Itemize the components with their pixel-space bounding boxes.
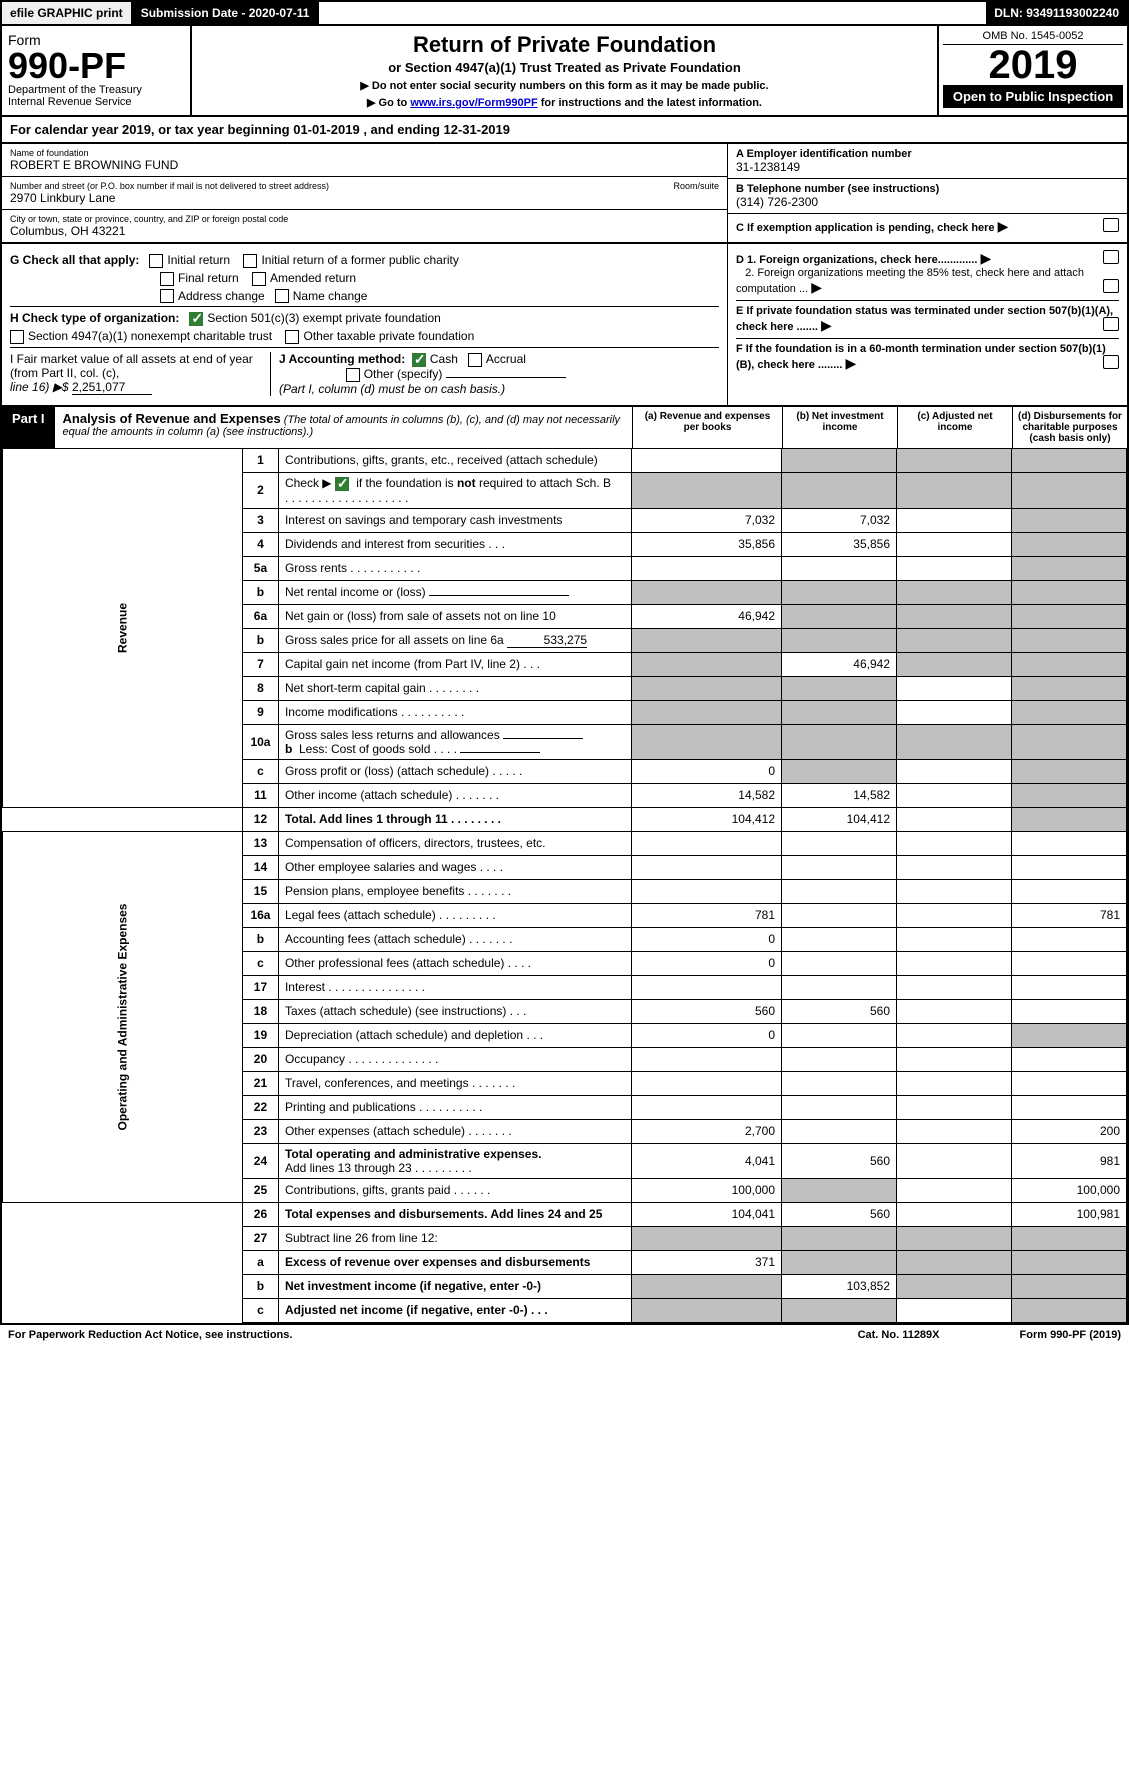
part1-tag: Part I: [2, 407, 55, 448]
part1-table: Revenue 1 Contributions, gifts, grants, …: [2, 448, 1127, 1323]
dept-treasury: Department of the Treasury: [8, 84, 184, 96]
other-method-checkbox[interactable]: [346, 368, 360, 382]
form-number: 990-PF: [8, 48, 184, 84]
col-d-header: (d) Disbursements for charitable purpose…: [1012, 407, 1127, 448]
final-return-checkbox[interactable]: [160, 272, 174, 286]
city-label: City or town, state or province, country…: [10, 214, 719, 224]
col-b-header: (b) Net investment income: [782, 407, 897, 448]
part1: Part I Analysis of Revenue and Expenses …: [0, 407, 1129, 1325]
calendar-year-line: For calendar year 2019, or tax year begi…: [0, 117, 1129, 144]
form-footer: Form 990-PF (2019): [1020, 1329, 1121, 1341]
foundation-name: ROBERT E BROWNING FUND: [10, 158, 719, 172]
paperwork-notice: For Paperwork Reduction Act Notice, see …: [8, 1329, 292, 1341]
exemption-pending-label: C If exemption application is pending, c…: [736, 222, 995, 234]
cash-checkbox[interactable]: [412, 353, 426, 367]
irs-link[interactable]: www.irs.gov/Form990PF: [410, 97, 537, 109]
fmv-label: I Fair market value of all assets at end…: [10, 352, 253, 380]
header-left: Form 990-PF Department of the Treasury I…: [2, 26, 192, 115]
page-footer: For Paperwork Reduction Act Notice, see …: [0, 1325, 1129, 1345]
schB-checkbox[interactable]: [335, 477, 349, 491]
efile-print-button[interactable]: efile GRAPHIC print: [2, 2, 133, 24]
501c3-checkbox[interactable]: [189, 312, 203, 326]
form-title: Return of Private Foundation: [198, 32, 931, 58]
phone-value: (314) 726-2300: [736, 195, 1119, 209]
507b1b-checkbox[interactable]: [1103, 355, 1119, 369]
addr-label: Number and street (or P.O. box number if…: [10, 181, 719, 191]
cash-basis-note: (Part I, column (d) must be on cash basi…: [279, 382, 505, 396]
507b1a-checkbox[interactable]: [1103, 317, 1119, 331]
4947a1-checkbox[interactable]: [10, 330, 24, 344]
col-c-header: (c) Adjusted net income: [897, 407, 1012, 448]
opex-section-label: Operating and Administrative Expenses: [3, 831, 243, 1202]
form-subtitle: or Section 4947(a)(1) Trust Treated as P…: [198, 60, 931, 75]
other-taxable-checkbox[interactable]: [285, 330, 299, 344]
fmv-value: 2,251,077: [72, 380, 152, 395]
irs-label: Internal Revenue Service: [8, 96, 184, 108]
header-center: Return of Private Foundation or Section …: [192, 26, 937, 115]
entity-info: Name of foundation ROBERT E BROWNING FUN…: [0, 144, 1129, 244]
header-right: OMB No. 1545-0052 2019 Open to Public In…: [937, 26, 1127, 115]
initial-return-checkbox[interactable]: [149, 254, 163, 268]
revenue-section-label: Revenue: [3, 448, 243, 807]
form-header: Form 990-PF Department of the Treasury I…: [0, 26, 1129, 117]
room-suite-label: Room/suite: [673, 181, 719, 191]
ein-label: A Employer identification number: [736, 148, 912, 160]
phone-label: B Telephone number (see instructions): [736, 183, 939, 195]
dln-number: DLN: 93491193002240: [986, 2, 1127, 24]
foundation-city: Columbus, OH 43221: [10, 224, 719, 238]
tax-year: 2019: [943, 45, 1123, 85]
foreign-org-checkbox[interactable]: [1103, 250, 1119, 264]
name-label: Name of foundation: [10, 148, 719, 158]
top-bar: efile GRAPHIC print Submission Date - 20…: [0, 0, 1129, 26]
ein-value: 31-1238149: [736, 160, 1119, 174]
g-row: G Check all that apply: Initial return I…: [10, 253, 719, 268]
address-change-checkbox[interactable]: [160, 289, 174, 303]
part1-title: Analysis of Revenue and Expenses: [63, 411, 281, 426]
col-a-header: (a) Revenue and expenses per books: [632, 407, 782, 448]
initial-former-checkbox[interactable]: [243, 254, 257, 268]
goto-note: ▶ Go to www.irs.gov/Form990PF for instru…: [198, 96, 931, 109]
submission-date: Submission Date - 2020-07-11: [133, 2, 320, 24]
foundation-address: 2970 Linkbury Lane: [10, 191, 719, 205]
checks-section: G Check all that apply: Initial return I…: [0, 244, 1129, 407]
cat-no: Cat. No. 11289X: [858, 1329, 940, 1341]
ssn-warning: ▶ Do not enter social security numbers o…: [198, 79, 931, 92]
open-public-badge: Open to Public Inspection: [943, 85, 1123, 108]
exemption-checkbox[interactable]: [1103, 218, 1119, 232]
foreign-85-checkbox[interactable]: [1103, 279, 1119, 293]
amended-return-checkbox[interactable]: [252, 272, 266, 286]
name-change-checkbox[interactable]: [275, 289, 289, 303]
accrual-checkbox[interactable]: [468, 353, 482, 367]
